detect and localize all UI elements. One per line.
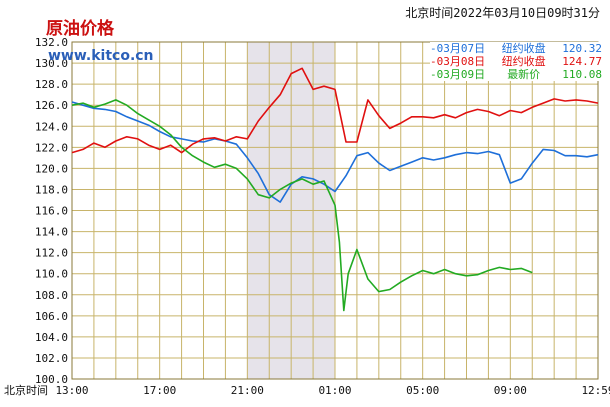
x-tick-label: 09:00 <box>494 384 527 397</box>
y-tick-label: 108.0 <box>35 289 68 302</box>
legend-entry-1: -03月08日 纽约收盘 124.77 <box>430 55 602 68</box>
x-tick-label: 21:00 <box>231 384 264 397</box>
legend-entry-0: -03月07日 纽约收盘 120.32 <box>430 42 602 55</box>
chart-title: 原油价格 <box>46 19 114 39</box>
series-line-1 <box>71 67 599 154</box>
y-tick-label: 116.0 <box>35 205 68 218</box>
y-tick-label: 100.0 <box>35 373 68 386</box>
y-tick-label: 122.0 <box>35 141 68 154</box>
x-tick-label: 01:00 <box>318 384 351 397</box>
x-tick-label: 17:00 <box>143 384 176 397</box>
legend-entry-2: -03月09日 最新价 110.08 <box>430 68 602 81</box>
y-tick-label: 126.0 <box>35 99 68 112</box>
legend-label: 纽约收盘 <box>501 42 546 55</box>
y-tick-label: 112.0 <box>35 247 68 260</box>
legend-value: 120.32 <box>562 42 602 55</box>
series-line-2 <box>71 99 533 312</box>
x-axis-label: 北京时间 <box>4 383 48 397</box>
legend-date: -03月07日 <box>430 42 486 55</box>
legend-value: 110.08 <box>562 68 602 81</box>
legend: -03月07日 纽约收盘 120.32 -03月08日 纽约收盘 124.77 … <box>430 42 602 81</box>
legend-value: 124.77 <box>562 55 602 68</box>
y-tick-label: 124.0 <box>35 120 68 133</box>
legend-label: 最新价 <box>507 68 541 81</box>
x-tick-label: 05:00 <box>406 384 439 397</box>
legend-date: -03月09日 <box>430 68 486 81</box>
plot-border <box>71 41 599 380</box>
y-tick-label: 114.0 <box>35 226 68 239</box>
y-tick-label: 132.0 <box>35 36 68 49</box>
legend-date: -03月08日 <box>430 55 486 68</box>
legend-label: 纽约收盘 <box>501 55 546 68</box>
y-tick-label: 118.0 <box>35 183 68 196</box>
site-url[interactable]: www.kitco.cn <box>48 48 154 64</box>
y-tick-label: 120.0 <box>35 162 68 175</box>
y-tick-label: 130.0 <box>35 57 68 70</box>
timestamp: 北京时间2022年03月10日09时31分 <box>405 6 600 20</box>
series-line-0 <box>71 101 599 203</box>
y-tick-label: 110.0 <box>35 268 68 281</box>
y-tick-label: 104.0 <box>35 331 68 344</box>
y-tick-label: 128.0 <box>35 78 68 91</box>
y-tick-label: 102.0 <box>35 352 68 365</box>
x-tick-label: 13:00 <box>55 384 88 397</box>
x-tick-label: 12:59 <box>581 384 610 397</box>
y-tick-label: 106.0 <box>35 310 68 323</box>
